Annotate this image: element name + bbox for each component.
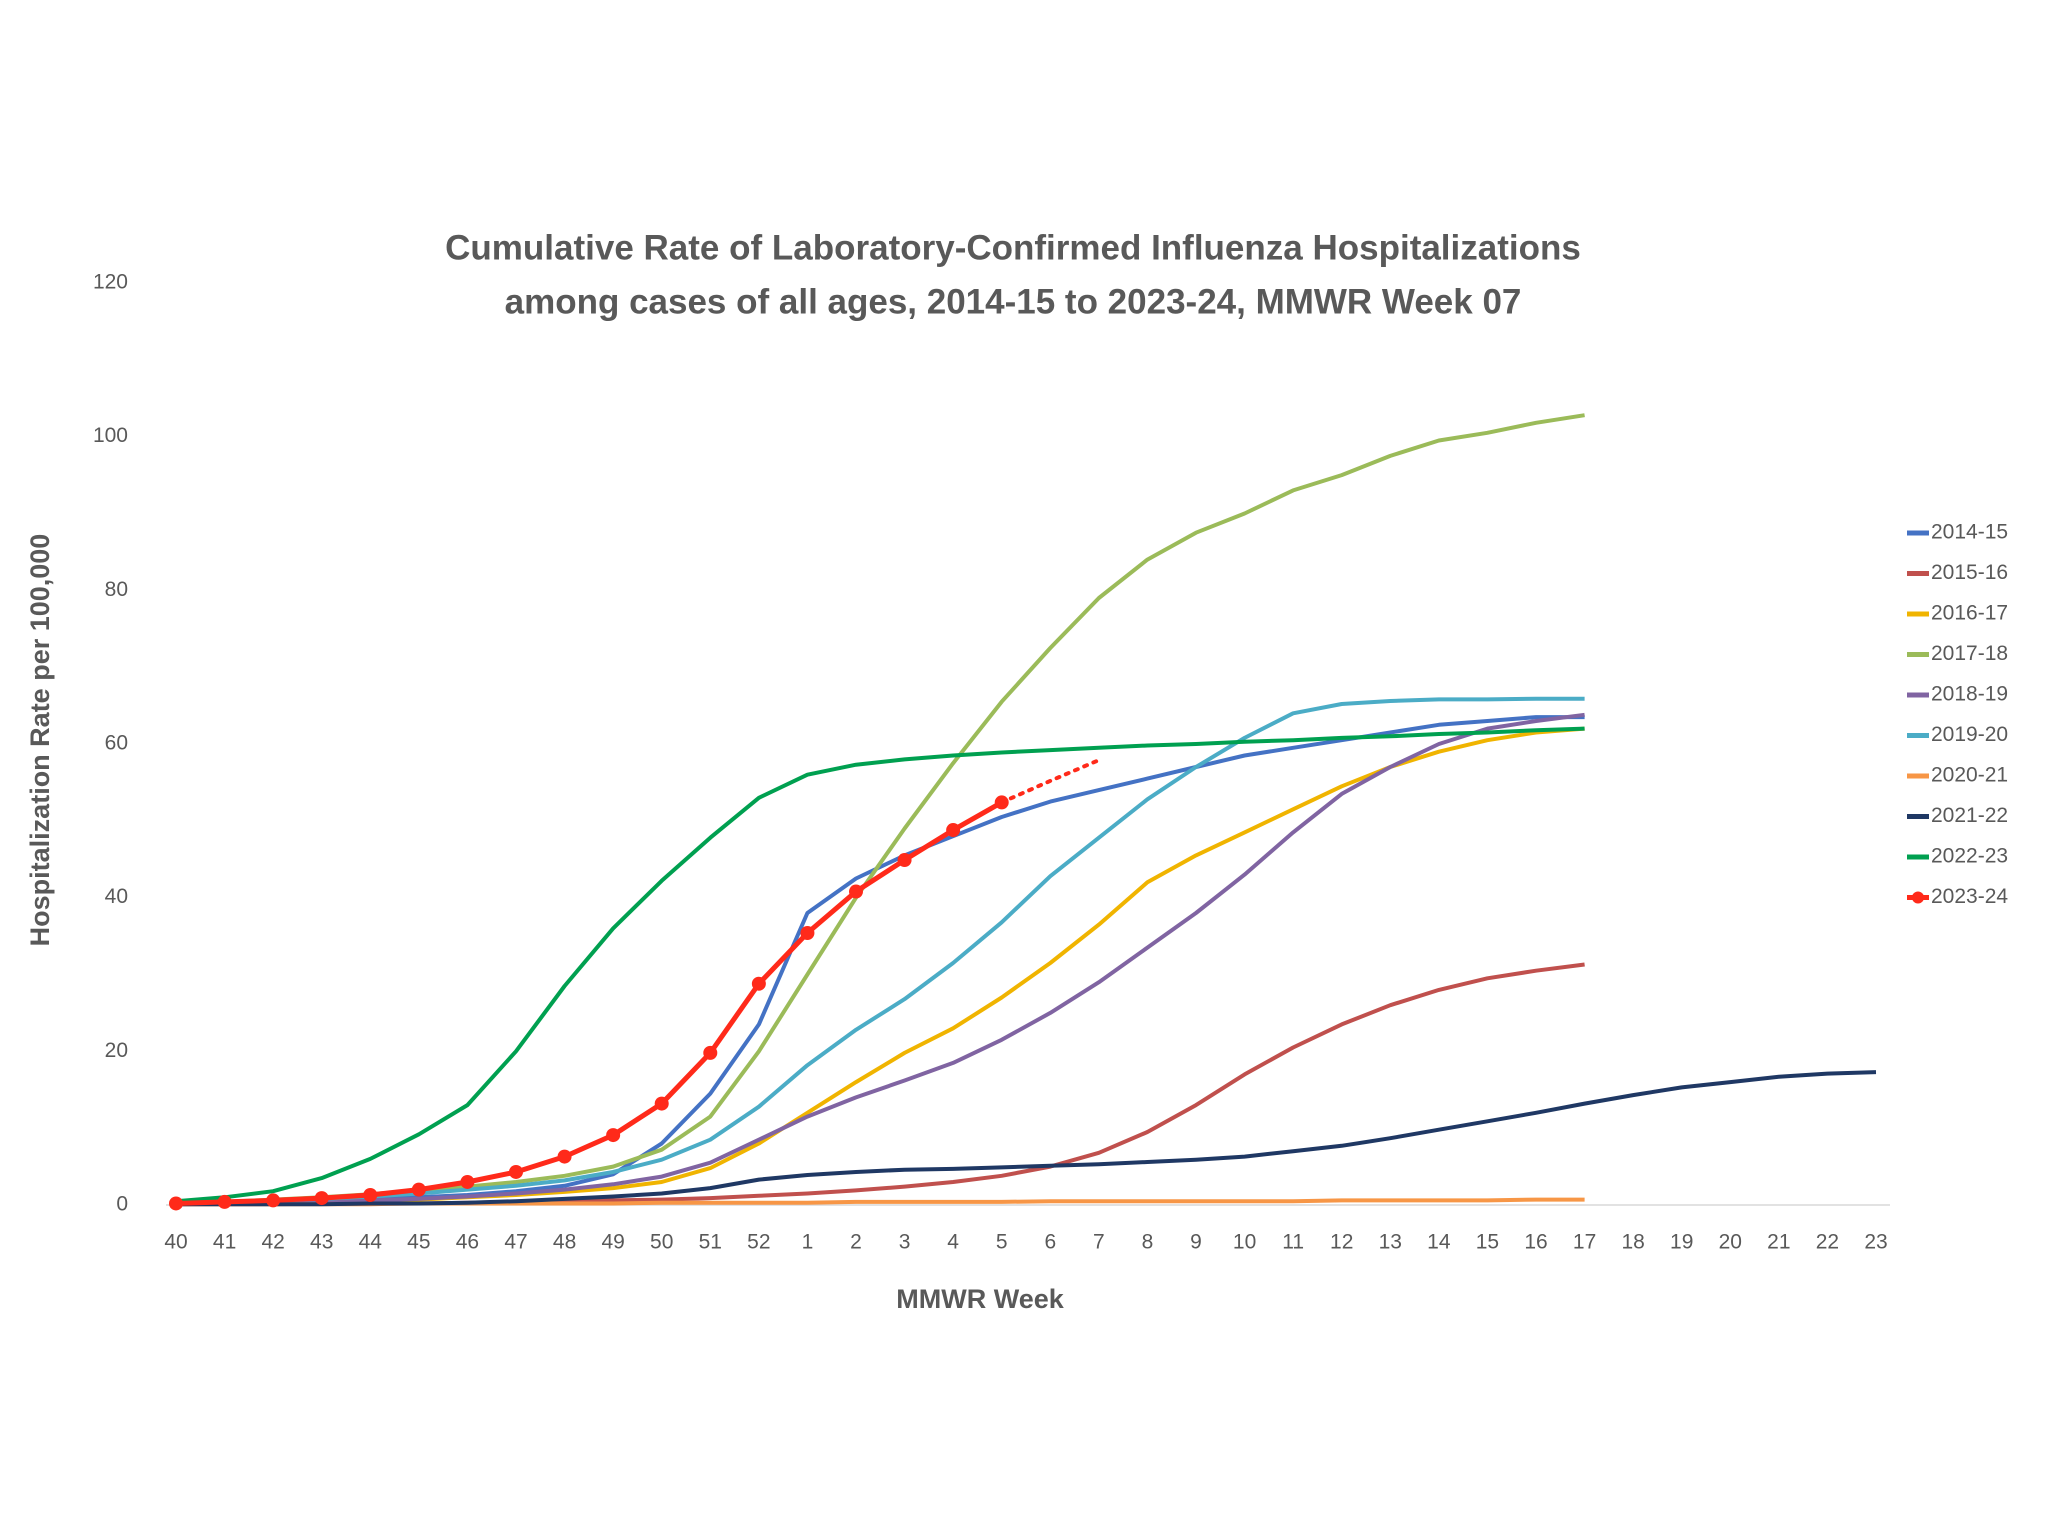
x-tick-label: 51 bbox=[699, 1231, 722, 1254]
data-point bbox=[751, 976, 766, 991]
x-tick-label: 18 bbox=[1621, 1231, 1644, 1254]
x-tick-label: 7 bbox=[1093, 1231, 1105, 1254]
x-tick-label: 20 bbox=[1719, 1231, 1742, 1254]
series-line bbox=[175, 800, 1003, 1206]
x-tick-label: 21 bbox=[1767, 1231, 1790, 1254]
series-line bbox=[175, 726, 1585, 1207]
y-tick-label: 60 bbox=[105, 732, 128, 755]
series-line bbox=[175, 696, 1585, 1206]
legend-label: 2022-23 bbox=[1931, 845, 2008, 868]
y-tick-label: 120 bbox=[93, 271, 128, 294]
y-tick-label: 80 bbox=[105, 578, 128, 601]
series-line bbox=[176, 962, 1585, 1207]
x-tick-label: 14 bbox=[1427, 1231, 1451, 1254]
x-tick-label: 8 bbox=[1142, 1231, 1154, 1254]
data-point bbox=[314, 1191, 329, 1206]
legend-label: 2017-18 bbox=[1931, 642, 2008, 665]
chart-title: Cumulative Rate of Laboratory-Confirmed … bbox=[445, 228, 1581, 267]
data-point bbox=[703, 1045, 718, 1060]
x-tick-label: 22 bbox=[1816, 1231, 1839, 1254]
data-point bbox=[509, 1164, 523, 1179]
data-point bbox=[654, 1096, 669, 1111]
data-point bbox=[994, 795, 1009, 810]
data-point bbox=[946, 823, 961, 838]
projection-line bbox=[999, 758, 1101, 805]
legend-label: 2015-16 bbox=[1931, 561, 2008, 584]
x-tick-label: 48 bbox=[553, 1231, 576, 1254]
x-tick-label: 19 bbox=[1670, 1231, 1693, 1254]
legend-label: 2018-19 bbox=[1931, 683, 2008, 706]
x-tick-label: 9 bbox=[1190, 1231, 1202, 1254]
x-tick-label: 40 bbox=[164, 1231, 187, 1254]
x-tick-label: 3 bbox=[899, 1231, 911, 1254]
legend-label: 2019-20 bbox=[1931, 723, 2008, 746]
y-tick-label: 20 bbox=[105, 1039, 128, 1062]
x-axis-title: MMWR Week bbox=[896, 1284, 1064, 1314]
legend-label: 2023-24 bbox=[1931, 885, 2008, 908]
x-tick-label: 5 bbox=[996, 1231, 1008, 1254]
data-point bbox=[606, 1128, 621, 1143]
x-tick-label: 15 bbox=[1476, 1231, 1499, 1254]
x-tick-label: 43 bbox=[310, 1231, 333, 1254]
x-tick-label: 13 bbox=[1379, 1231, 1402, 1254]
x-tick-label: 42 bbox=[261, 1231, 284, 1254]
data-point bbox=[557, 1149, 572, 1164]
y-tick-label: 0 bbox=[116, 1193, 128, 1216]
data-point bbox=[800, 926, 815, 941]
x-tick-label: 46 bbox=[456, 1231, 479, 1254]
x-tick-label: 17 bbox=[1573, 1231, 1596, 1254]
x-tick-label: 10 bbox=[1233, 1231, 1256, 1254]
x-tick-label: 52 bbox=[747, 1231, 770, 1254]
x-tick-label: 16 bbox=[1524, 1231, 1547, 1254]
data-point bbox=[411, 1182, 426, 1197]
x-tick-label: 49 bbox=[601, 1231, 624, 1254]
data-point bbox=[217, 1194, 232, 1209]
x-tick-label: 23 bbox=[1864, 1231, 1887, 1254]
data-point bbox=[897, 853, 912, 868]
series-line bbox=[176, 1070, 1877, 1207]
x-tick-label: 4 bbox=[947, 1231, 959, 1254]
y-axis-title: Hospitalization Rate per 100,000 bbox=[25, 534, 55, 947]
chart-title: among cases of all ages, 2014-15 to 2023… bbox=[505, 282, 1522, 321]
x-tick-label: 12 bbox=[1330, 1231, 1353, 1254]
series-line bbox=[175, 715, 1585, 1206]
data-point bbox=[849, 884, 863, 899]
y-tick-label: 100 bbox=[93, 424, 128, 447]
x-tick-label: 45 bbox=[407, 1231, 430, 1254]
x-tick-label: 6 bbox=[1044, 1231, 1056, 1254]
x-tick-label: 47 bbox=[504, 1231, 527, 1254]
data-point bbox=[266, 1193, 281, 1208]
x-tick-label: 1 bbox=[802, 1231, 814, 1254]
data-point bbox=[363, 1188, 378, 1203]
data-point bbox=[169, 1196, 183, 1211]
x-tick-label: 2 bbox=[850, 1231, 862, 1254]
legend-label: 2021-22 bbox=[1931, 804, 2008, 827]
legend-label: 2014-15 bbox=[1931, 521, 2008, 544]
x-tick-label: 44 bbox=[359, 1231, 383, 1254]
legend-marker bbox=[1912, 891, 1924, 904]
data-point bbox=[460, 1174, 475, 1189]
legend-label: 2016-17 bbox=[1931, 602, 2008, 625]
legend-label: 2020-21 bbox=[1931, 764, 2008, 787]
x-tick-label: 50 bbox=[650, 1231, 673, 1254]
series-line bbox=[175, 712, 1585, 1207]
series-line bbox=[175, 413, 1585, 1206]
series-line bbox=[175, 726, 1585, 1204]
y-tick-label: 40 bbox=[105, 885, 128, 908]
x-tick-label: 41 bbox=[213, 1231, 236, 1254]
x-tick-label: 11 bbox=[1282, 1231, 1304, 1254]
